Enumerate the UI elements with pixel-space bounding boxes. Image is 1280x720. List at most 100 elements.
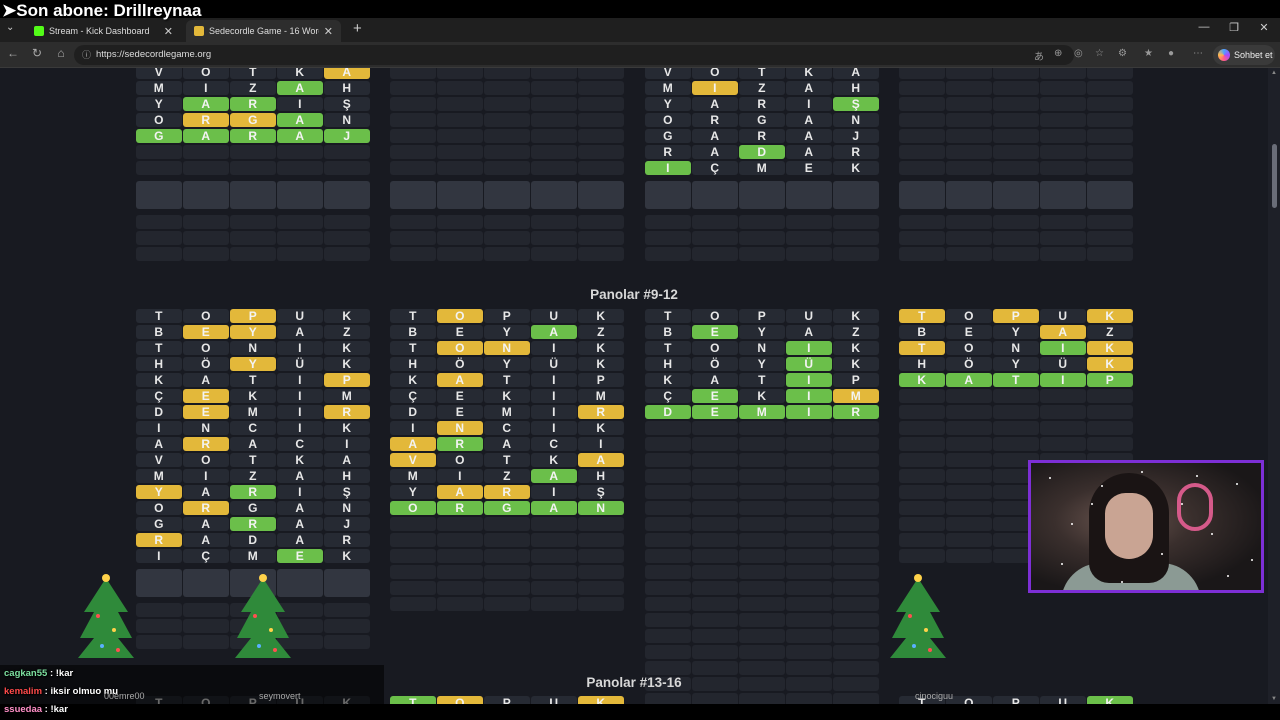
letter-tile: P — [230, 309, 276, 323]
letter-tile — [183, 569, 229, 597]
letter-tile — [739, 645, 785, 659]
letter-tile: T — [645, 341, 691, 355]
letter-tile — [230, 161, 276, 175]
chat-message: ssuedaa : !kar — [4, 701, 384, 719]
favorite-star-icon[interactable]: ☆ — [1095, 48, 1104, 59]
letter-tile — [1040, 421, 1086, 435]
letter-tile — [390, 517, 436, 531]
minimize-icon[interactable]: — — [1198, 21, 1210, 33]
letter-tile: H — [645, 357, 691, 371]
letter-tile — [437, 517, 483, 531]
letter-tile — [786, 629, 832, 643]
letter-tile — [833, 533, 879, 547]
letter-tile: R — [833, 145, 879, 159]
letter-tile: E — [786, 161, 832, 175]
tab-kick-dashboard[interactable]: Stream - Kick Dashboard ✕ — [26, 20, 181, 42]
tab-list-chevron-icon[interactable]: ⌄ — [6, 22, 15, 33]
letter-tile — [437, 113, 483, 127]
copilot-chat-button[interactable]: Sohbet et — [1213, 45, 1275, 65]
letter-tile — [739, 581, 785, 595]
letter-tile: A — [786, 129, 832, 143]
board-row — [136, 619, 372, 633]
letter-tile — [324, 569, 370, 597]
letter-tile: O — [183, 341, 229, 355]
letter-tile — [692, 247, 738, 261]
letter-tile — [946, 113, 992, 127]
letter-tile: G — [136, 129, 182, 143]
profile-avatar-icon[interactable]: ● — [1168, 48, 1175, 59]
letter-tile — [739, 613, 785, 627]
page-scrollbar[interactable]: ▲ ▼ — [1268, 68, 1280, 704]
scroll-down-arrow-icon[interactable]: ▼ — [1271, 696, 1277, 702]
letter-tile: T — [230, 453, 276, 467]
letter-tile: J — [324, 517, 370, 531]
letter-tile: C — [230, 421, 276, 435]
board-row — [645, 469, 881, 483]
letter-tile — [833, 597, 879, 611]
letter-tile: N — [833, 113, 879, 127]
letter-tile: J — [833, 129, 879, 143]
more-menu-icon[interactable]: ⋯ — [1193, 48, 1203, 59]
reader-icon[interactable]: ◎ — [1074, 48, 1083, 59]
letter-tile: G — [230, 501, 276, 515]
letter-tile — [899, 485, 945, 499]
home-icon[interactable]: ⌂ — [57, 46, 65, 60]
board-row — [645, 231, 881, 245]
tab-close-icon[interactable]: ✕ — [323, 25, 333, 38]
back-arrow-icon[interactable]: ← — [7, 46, 19, 60]
letter-tile — [833, 549, 879, 563]
letter-tile: T — [484, 453, 530, 467]
translate-icon[interactable]: あ — [1034, 52, 1044, 63]
scroll-up-arrow-icon[interactable]: ▲ — [1271, 70, 1277, 76]
extensions-icon[interactable]: ⚙ — [1118, 48, 1127, 59]
letter-tile — [833, 613, 879, 627]
board-row — [645, 597, 881, 611]
letter-tile — [1087, 97, 1133, 111]
letter-tile — [484, 215, 530, 229]
letter-tile — [390, 581, 436, 595]
letter-tile — [1040, 129, 1086, 143]
letter-tile — [786, 501, 832, 515]
close-window-icon[interactable]: ✕ — [1259, 22, 1269, 34]
letter-tile: A — [786, 113, 832, 127]
site-info-icon[interactable]: ⓘ — [82, 50, 92, 60]
letter-tile: R — [437, 437, 483, 451]
tree-username-label: cinociguu — [915, 691, 954, 701]
tab-sedecordle[interactable]: Sedecordle Game - 16 Words Wo ✕ — [186, 20, 341, 42]
letter-tile: I — [1040, 341, 1086, 355]
letter-tile — [390, 161, 436, 175]
letter-tile — [437, 247, 483, 261]
tab-close-icon[interactable]: ✕ — [163, 25, 173, 38]
letter-tile: I — [1040, 373, 1086, 387]
letter-tile: Y — [136, 97, 182, 111]
board-row — [390, 97, 626, 111]
favorites-icon[interactable]: ★ — [1144, 48, 1153, 59]
maximize-icon[interactable]: ❐ — [1229, 22, 1239, 34]
letter-tile — [1087, 437, 1133, 451]
scrollbar-thumb[interactable] — [1272, 144, 1277, 208]
zoom-icon[interactable]: ⊕ — [1054, 48, 1063, 59]
new-tab-plus-icon[interactable]: + — [353, 20, 362, 37]
reload-icon[interactable]: ↻ — [31, 46, 43, 60]
letter-tile — [136, 569, 182, 597]
letter-tile — [390, 231, 436, 245]
letter-tile: I — [277, 405, 323, 419]
letter-tile: R — [645, 145, 691, 159]
letter-tile — [692, 437, 738, 451]
letter-tile — [692, 677, 738, 691]
letter-tile: E — [183, 325, 229, 339]
letter-tile: Y — [739, 325, 785, 339]
board-row — [645, 549, 881, 563]
letter-tile — [993, 421, 1039, 435]
letter-tile: R — [692, 113, 738, 127]
letter-tile — [390, 145, 436, 159]
letter-tile — [136, 247, 182, 261]
address-bar[interactable]: ⓘ https://sedecordlegame.org — [74, 45, 1074, 65]
letter-tile — [786, 181, 832, 209]
letter-tile — [739, 231, 785, 245]
letter-tile — [1040, 247, 1086, 261]
word-board — [390, 68, 626, 261]
letter-tile: T — [484, 373, 530, 387]
